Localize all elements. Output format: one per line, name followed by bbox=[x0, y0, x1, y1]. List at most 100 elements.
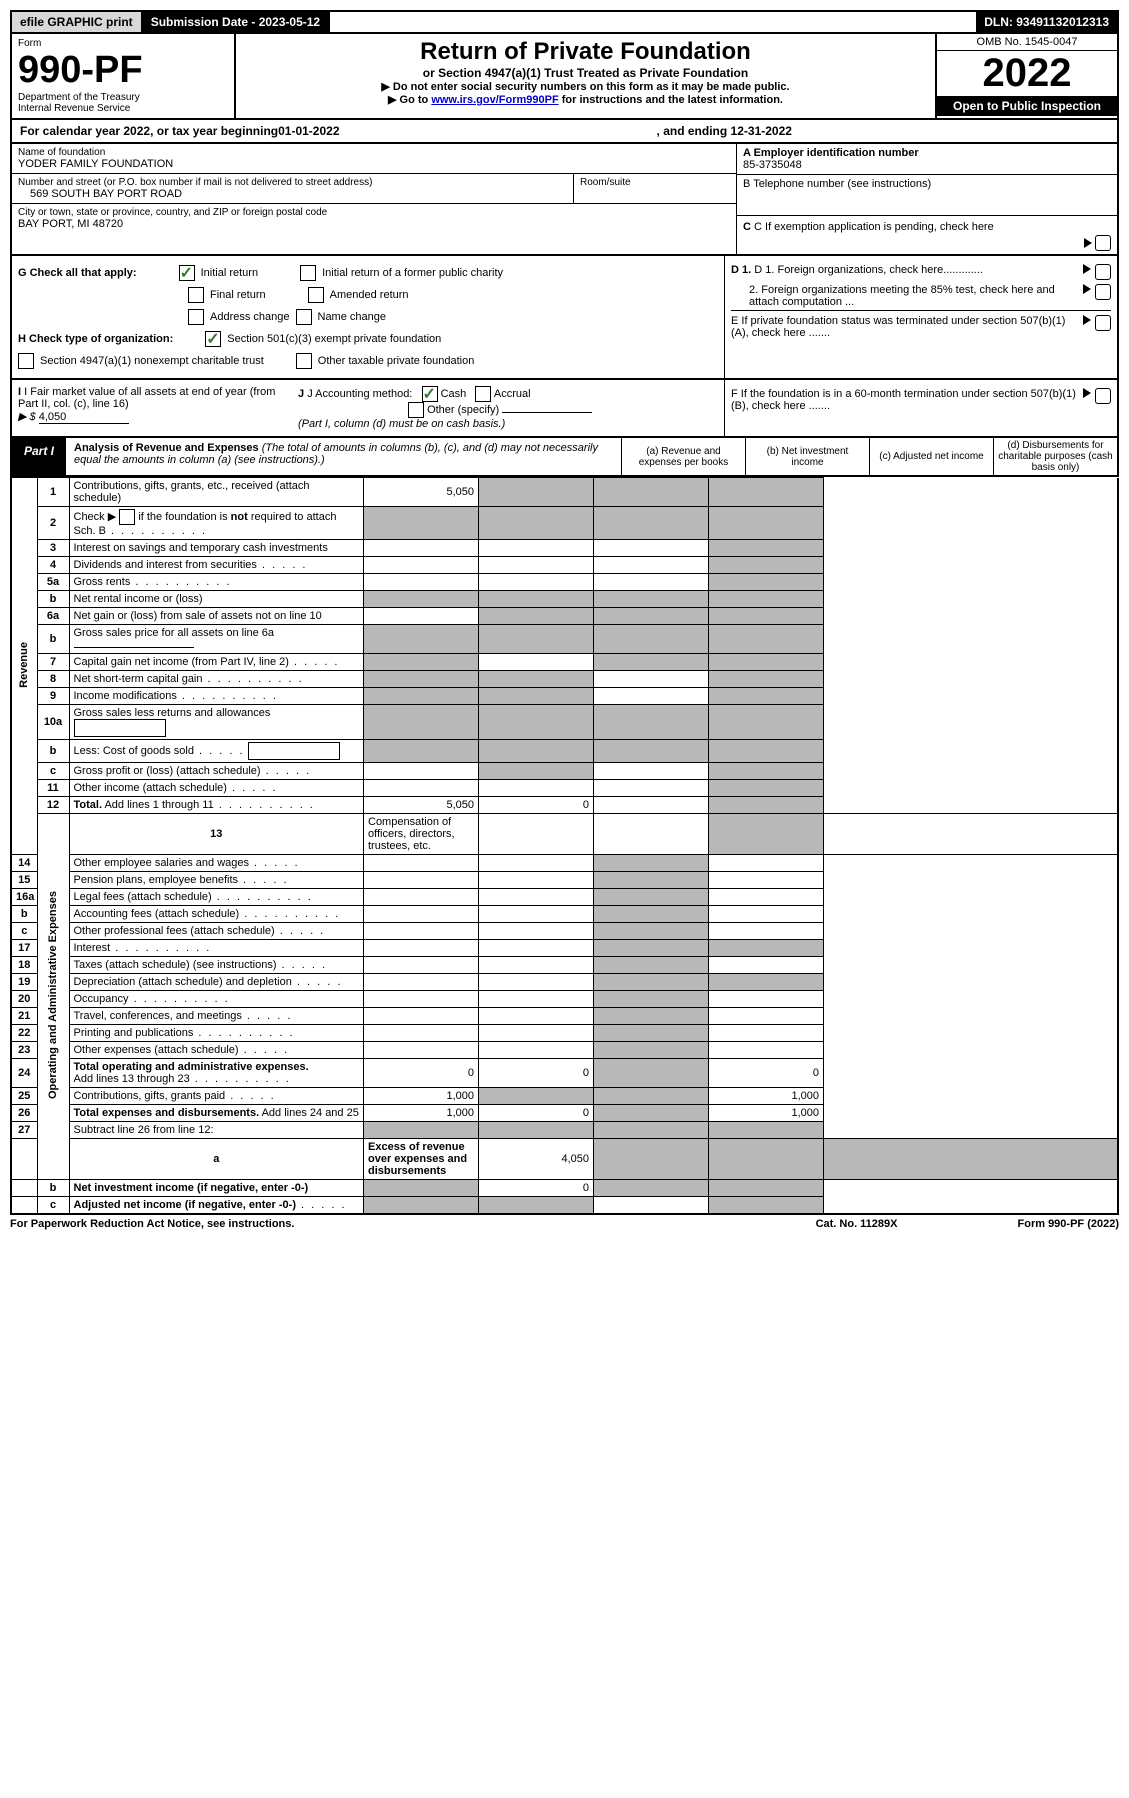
cell-value: 0 bbox=[479, 1105, 594, 1122]
table-row: 6aNet gain or (loss) from sale of assets… bbox=[11, 608, 1118, 625]
other-method-checkbox[interactable] bbox=[408, 402, 424, 418]
cal-begin: 01-01-2022 bbox=[278, 124, 339, 138]
row-desc: Net gain or (loss) from sale of assets n… bbox=[69, 608, 364, 625]
cal-mid: , and ending 12-31-2022 bbox=[340, 124, 1110, 138]
row-desc: Contributions, gifts, grants paid bbox=[69, 1088, 364, 1105]
e-checkbox[interactable] bbox=[1095, 315, 1111, 331]
form-label: Form bbox=[18, 38, 228, 49]
row-desc: Total expenses and disbursements. Add li… bbox=[69, 1105, 364, 1122]
cash-checkbox[interactable] bbox=[422, 386, 438, 402]
form-subtitle: or Section 4947(a)(1) Trust Treated as P… bbox=[240, 66, 931, 80]
e-label: E If private foundation status was termi… bbox=[731, 315, 1079, 339]
other-taxable-checkbox[interactable] bbox=[296, 353, 312, 369]
omb-number: OMB No. 1545-0047 bbox=[937, 34, 1117, 51]
row-desc: Compensation of officers, directors, tru… bbox=[364, 814, 479, 855]
table-row: 10aGross sales less returns and allowanc… bbox=[11, 705, 1118, 740]
telephone-label: B Telephone number (see instructions) bbox=[743, 178, 1111, 190]
efile-print-button[interactable]: efile GRAPHIC print bbox=[12, 12, 143, 32]
h-label: H Check type of organization: bbox=[18, 333, 173, 345]
row-desc: Legal fees (attach schedule) bbox=[69, 889, 364, 906]
accrual-checkbox[interactable] bbox=[475, 386, 491, 402]
table-row: 8Net short-term capital gain bbox=[11, 671, 1118, 688]
table-row: 26Total expenses and disbursements. Add … bbox=[11, 1105, 1118, 1122]
f-checkbox[interactable] bbox=[1095, 388, 1111, 404]
form-number: 990-PF bbox=[18, 49, 228, 92]
footer-right: Form 990-PF (2022) bbox=[1018, 1218, 1120, 1230]
d2-label: 2. Foreign organizations meeting the 85%… bbox=[749, 284, 1079, 308]
4947-checkbox[interactable] bbox=[18, 353, 34, 369]
address-change-label: Address change bbox=[210, 311, 290, 323]
address-change-checkbox[interactable] bbox=[188, 309, 204, 325]
g-row3: Address change Name change bbox=[18, 306, 718, 328]
row-desc: Interest on savings and temporary cash i… bbox=[69, 540, 364, 557]
d1-checkbox[interactable] bbox=[1095, 264, 1111, 280]
amended-checkbox[interactable] bbox=[308, 287, 324, 303]
row-desc: Gross sales price for all assets on line… bbox=[69, 625, 364, 654]
table-row: cOther professional fees (attach schedul… bbox=[11, 923, 1118, 940]
column-headers: (a) Revenue and expenses per books (b) N… bbox=[621, 438, 1117, 475]
note2-post: for instructions and the latest informat… bbox=[559, 94, 783, 106]
form990pf-link[interactable]: www.irs.gov/Form990PF bbox=[431, 94, 558, 106]
table-row: 16aLegal fees (attach schedule) bbox=[11, 889, 1118, 906]
final-return-checkbox[interactable] bbox=[188, 287, 204, 303]
cell-value: 0 bbox=[479, 1059, 594, 1088]
foundation-info-grid: Name of foundation YODER FAMILY FOUNDATI… bbox=[10, 144, 1119, 256]
exemption-checkbox[interactable] bbox=[1095, 235, 1111, 251]
footer-left: For Paperwork Reduction Act Notice, see … bbox=[10, 1218, 294, 1230]
name-change-checkbox[interactable] bbox=[296, 309, 312, 325]
tax-year: 2022 bbox=[937, 51, 1117, 96]
f-box: F If the foundation is in a 60-month ter… bbox=[724, 380, 1117, 436]
row-desc: Less: Cost of goods sold bbox=[69, 740, 364, 763]
ein-cell: A Employer identification number 85-3735… bbox=[737, 144, 1117, 175]
table-row: 24Total operating and administrative exp… bbox=[11, 1059, 1118, 1088]
arrow-icon bbox=[1083, 388, 1091, 398]
row-desc: Check ▶ if the foundation is not require… bbox=[69, 507, 364, 540]
table-row: bAccounting fees (attach schedule) bbox=[11, 906, 1118, 923]
cell-value: 1,000 bbox=[364, 1088, 479, 1105]
table-row: bGross sales price for all assets on lin… bbox=[11, 625, 1118, 654]
i-pre: ▶ $ bbox=[18, 411, 36, 423]
501c3-checkbox[interactable] bbox=[205, 331, 221, 347]
row-desc: Other income (attach schedule) bbox=[69, 780, 364, 797]
row-desc: Adjusted net income (if negative, enter … bbox=[69, 1197, 364, 1215]
initial-former-checkbox[interactable] bbox=[300, 265, 316, 281]
table-row: 21Travel, conferences, and meetings bbox=[11, 1008, 1118, 1025]
j-box: J J Accounting method: Cash Accrual Othe… bbox=[298, 386, 718, 430]
city-value: BAY PORT, MI 48720 bbox=[18, 218, 730, 230]
note2-pre: ▶ Go to bbox=[388, 94, 431, 106]
cell-value: 0 bbox=[479, 1180, 594, 1197]
ein-value: 85-3735048 bbox=[743, 159, 1111, 171]
street-cell: Number and street (or P.O. box number if… bbox=[12, 174, 574, 203]
table-row: 19Depreciation (attach schedule) and dep… bbox=[11, 974, 1118, 991]
row-desc: Capital gain net income (from Part IV, l… bbox=[69, 654, 364, 671]
row-desc: Gross sales less returns and allowances bbox=[69, 705, 364, 740]
open-to-public: Open to Public Inspection bbox=[937, 96, 1117, 116]
d2-checkbox[interactable] bbox=[1095, 284, 1111, 300]
dln: DLN: 93491132012313 bbox=[976, 12, 1117, 32]
table-row: 5aGross rents bbox=[11, 574, 1118, 591]
g-label: G Check all that apply: bbox=[18, 267, 137, 279]
arrow-icon bbox=[1083, 264, 1091, 274]
d2-row: 2. Foreign organizations meeting the 85%… bbox=[731, 282, 1111, 310]
row-desc: Income modifications bbox=[69, 688, 364, 705]
table-row: 15Pension plans, employee benefits bbox=[11, 872, 1118, 889]
initial-return-checkbox[interactable] bbox=[179, 265, 195, 281]
year-box: OMB No. 1545-0047 2022 Open to Public In… bbox=[935, 34, 1117, 118]
row-desc: Travel, conferences, and meetings bbox=[69, 1008, 364, 1025]
col-a-header: (a) Revenue and expenses per books bbox=[622, 438, 745, 475]
initial-return-label: Initial return bbox=[201, 267, 258, 279]
table-row: 14Other employee salaries and wages bbox=[11, 855, 1118, 872]
row-desc: Gross rents bbox=[69, 574, 364, 591]
fmv-amount: 4,050 bbox=[39, 411, 129, 424]
table-row: 25Contributions, gifts, grants paid1,000… bbox=[11, 1088, 1118, 1105]
table-row: 17Interest bbox=[11, 940, 1118, 957]
city-label: City or town, state or province, country… bbox=[18, 207, 730, 218]
other-taxable-label: Other taxable private foundation bbox=[318, 355, 475, 367]
table-row: 4Dividends and interest from securities bbox=[11, 557, 1118, 574]
info-left: Name of foundation YODER FAMILY FOUNDATI… bbox=[12, 144, 736, 254]
table-row: aExcess of revenue over expenses and dis… bbox=[11, 1139, 1118, 1180]
footer-mid: Cat. No. 11289X bbox=[294, 1218, 1017, 1230]
table-row: Operating and Administrative Expenses13C… bbox=[11, 814, 1118, 855]
f-label: F If the foundation is in a 60-month ter… bbox=[731, 388, 1079, 412]
schb-checkbox[interactable] bbox=[119, 509, 135, 525]
